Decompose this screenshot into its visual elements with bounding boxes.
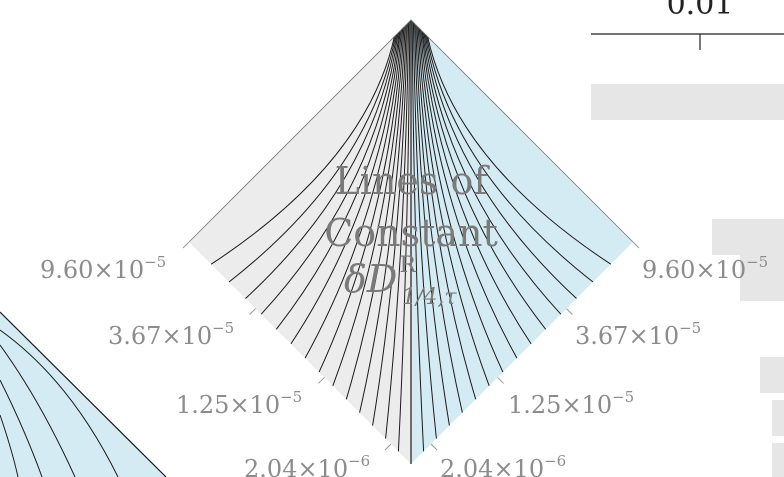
grey-block-3 xyxy=(740,255,784,301)
axis-ticks xyxy=(182,241,640,451)
left-contour-8 xyxy=(318,28,404,373)
left-tick-mark-3 xyxy=(318,377,325,384)
right-contour-14 xyxy=(411,21,425,452)
right-tick-mark-4 xyxy=(430,443,438,451)
right-tick-label-4: 2.04×10−6 xyxy=(440,452,566,477)
grey-block-6 xyxy=(772,443,784,477)
neighbor-panel xyxy=(0,311,167,477)
right-contour-11 xyxy=(415,24,463,413)
right-tick-label-2: 3.67×10−5 xyxy=(575,319,701,350)
grey-block-5 xyxy=(772,400,784,436)
chart-title-line1: Lines of xyxy=(335,159,491,203)
right-contour-5 xyxy=(422,31,547,330)
left-tick-label-2: 3.67×10−5 xyxy=(108,319,234,350)
left-contour-12 xyxy=(372,23,408,426)
grey-block-2 xyxy=(712,219,784,255)
right-tick-mark-1 xyxy=(632,241,640,249)
right-contour-6 xyxy=(421,30,532,345)
left-tick-label-1: 9.60×10−5 xyxy=(40,253,166,284)
left-contour-3 xyxy=(245,34,398,299)
left-contour-4 xyxy=(260,32,399,315)
right-tick-label-3: 1.25×10−5 xyxy=(508,388,634,419)
right-contour-7 xyxy=(420,29,518,359)
left-tick-mark-2 xyxy=(249,308,256,315)
right-contour-2 xyxy=(425,35,594,283)
left-tick-label-3: 1.25×10−5 xyxy=(176,388,302,419)
right-contour-1 xyxy=(427,36,612,265)
right-contour-9 xyxy=(417,27,490,386)
left-tick-mark-4 xyxy=(384,443,392,451)
left-tick-label-4: 2.04×10−6 xyxy=(244,452,370,477)
left-contour-6 xyxy=(290,30,401,345)
grey-block-1 xyxy=(591,84,784,120)
left-contour-14 xyxy=(397,21,411,452)
right-contour-3 xyxy=(424,34,577,299)
left-contour-5 xyxy=(275,31,400,330)
right-contour-12 xyxy=(414,23,450,426)
left-contour-9 xyxy=(332,27,405,386)
diamond-panel xyxy=(188,19,634,464)
left-contour-10 xyxy=(345,25,406,400)
left-contour-7 xyxy=(304,29,402,359)
diamond-outline xyxy=(188,19,634,243)
contour-lines xyxy=(210,21,612,452)
chart-title-symbol: δDR 1/4,τ xyxy=(344,253,457,310)
chart-title-line2: Constant xyxy=(324,211,498,255)
right-contour-8 xyxy=(418,28,504,373)
right-tick-mark-3 xyxy=(497,377,504,384)
top-axis-label: 0.01 xyxy=(667,0,734,22)
left-tick-mark-1 xyxy=(182,241,190,249)
right-contour-4 xyxy=(423,32,562,315)
grey-block-4 xyxy=(760,357,784,393)
right-contour-13 xyxy=(412,22,437,439)
right-contour-10 xyxy=(416,25,477,400)
left-contour-13 xyxy=(385,22,410,439)
left-contour-11 xyxy=(359,24,407,413)
right-tick-mark-2 xyxy=(566,308,573,315)
left-contour-1 xyxy=(210,36,395,265)
left-contour-2 xyxy=(228,35,397,283)
